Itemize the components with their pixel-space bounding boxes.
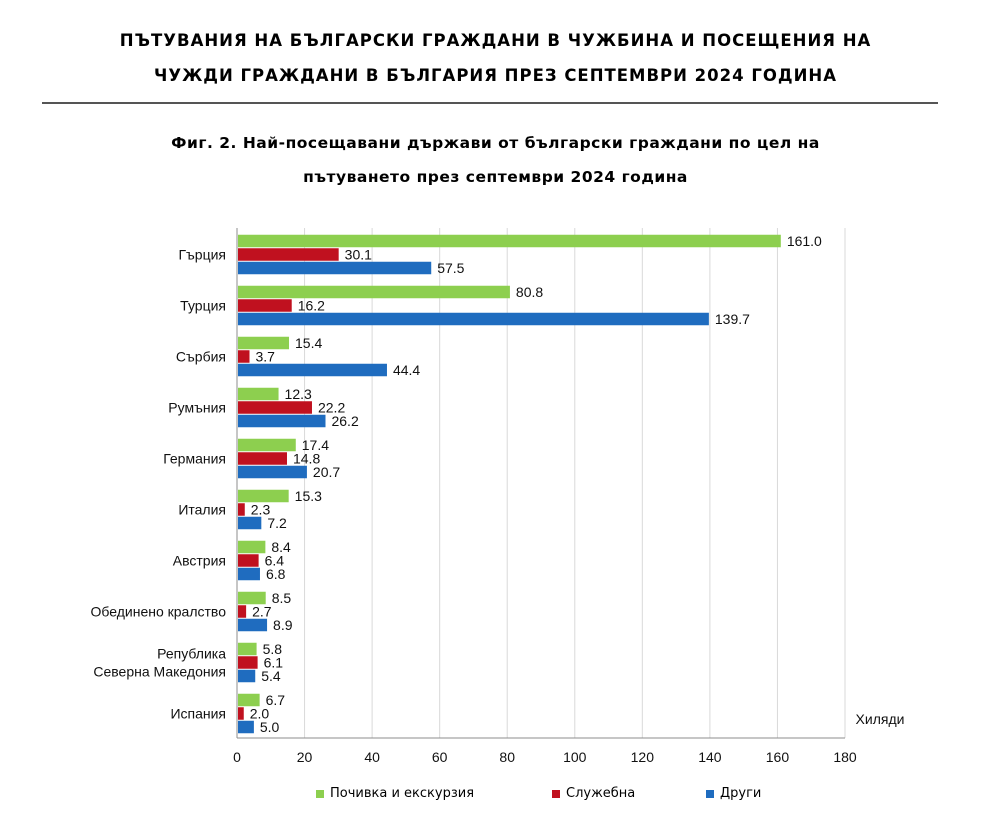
category-label: Република [157, 646, 226, 662]
bar-other [238, 363, 387, 377]
data-label: 2.3 [251, 502, 271, 518]
bar-leisure [238, 489, 289, 503]
legend-item-other: Други [706, 786, 761, 801]
category-label: Испания [170, 706, 226, 722]
bar-leisure [238, 438, 296, 452]
data-label: 6.8 [266, 566, 286, 582]
title-divider [42, 102, 938, 104]
data-label: 139.7 [715, 311, 750, 327]
data-label: 26.2 [331, 413, 358, 429]
legend-label-leisure: Почивка и екскурзия [330, 786, 475, 801]
bar-business [238, 452, 287, 465]
bar-business [238, 605, 247, 618]
data-label: 8.4 [271, 539, 291, 555]
legend-swatch-other [706, 789, 714, 798]
legend-swatch-business [552, 789, 560, 798]
data-label: 44.4 [393, 362, 420, 378]
category-label: Гърция [178, 247, 226, 263]
bar-leisure [238, 540, 266, 554]
bar-leisure [238, 336, 290, 350]
data-label: 6.1 [264, 655, 284, 671]
bar-business [238, 707, 244, 720]
legend-item-leisure: Почивка и екскурзия [316, 786, 474, 801]
category-label: Турция [180, 298, 226, 314]
x-tick-label: 120 [631, 749, 655, 765]
x-tick-label: 60 [432, 749, 448, 765]
bar-leisure [238, 234, 781, 248]
data-label: 15.3 [295, 488, 322, 504]
bar-other [238, 669, 256, 683]
x-tick-label: 140 [698, 749, 722, 765]
bar-leisure [238, 387, 279, 401]
bar-business [238, 656, 258, 669]
bar-other [238, 618, 268, 632]
category-label: Обединено кралство [91, 604, 227, 620]
bar-leisure [238, 693, 260, 707]
data-label: 14.8 [293, 451, 320, 467]
bar-other [238, 567, 260, 581]
bar-leisure [238, 642, 257, 656]
category-label: Италия [178, 502, 226, 518]
data-label: 2.0 [250, 706, 270, 722]
bar-other [238, 720, 254, 734]
data-label: 17.4 [302, 437, 329, 453]
bar-other [238, 414, 326, 428]
data-label: 6.4 [265, 553, 285, 569]
bar-business [238, 350, 250, 363]
data-label: 30.1 [345, 247, 372, 263]
category-label: Северна Македония [93, 664, 226, 680]
data-label: 57.5 [437, 260, 464, 276]
legend-item-business: Служебна [552, 786, 635, 801]
bar-business [238, 299, 292, 312]
bar-business [238, 554, 259, 567]
data-label: 2.7 [252, 604, 272, 620]
bar-leisure [238, 285, 510, 299]
figure-title-line-1: Фиг. 2. Най-посещавани държави от българ… [171, 134, 820, 152]
figure-title-line-2: пътуването през септември 2024 година [303, 168, 688, 186]
data-label: 12.3 [285, 386, 312, 402]
x-tick-label: 80 [499, 749, 515, 765]
legend-swatch-leisure [316, 789, 324, 798]
data-label: 80.8 [516, 284, 543, 300]
bar-other [238, 516, 262, 530]
data-label: 15.4 [295, 335, 322, 351]
x-tick-label: 40 [364, 749, 380, 765]
bar-leisure [238, 591, 266, 605]
data-label: 6.7 [266, 692, 286, 708]
data-label: 8.9 [273, 617, 293, 633]
x-tick-label: 20 [297, 749, 313, 765]
data-label: 22.2 [318, 400, 345, 416]
bar-other [238, 261, 432, 275]
data-label: 5.0 [260, 719, 280, 735]
legend-label-other: Други [720, 786, 762, 801]
data-label: 8.5 [272, 590, 292, 606]
legend-label-business: Служебна [566, 786, 636, 801]
x-tick-label: 160 [766, 749, 790, 765]
bar-business [238, 503, 245, 516]
data-label: 5.8 [263, 641, 283, 657]
category-label: Сърбия [176, 349, 226, 365]
x-tick-label: 0 [233, 749, 241, 765]
data-label: 3.7 [255, 349, 275, 365]
page-title-line-1: ПЪТУВАНИЯ НА БЪЛГАРСКИ ГРАЖДАНИ В ЧУЖБИН… [119, 31, 872, 50]
category-label: Германия [163, 451, 226, 467]
x-tick-label: 180 [833, 749, 857, 765]
category-label: Румъния [168, 400, 226, 416]
bar-business [238, 248, 339, 261]
data-label: 161.0 [787, 233, 822, 249]
bar-other [238, 312, 709, 326]
x-axis-unit-label: Хиляди [856, 711, 905, 727]
x-tick-label: 100 [563, 749, 587, 765]
bar-business [238, 401, 312, 414]
page-title-line-2: ЧУЖДИ ГРАЖДАНИ В БЪЛГАРИЯ ПРЕЗ СЕПТЕМВРИ… [154, 66, 837, 85]
bar-other [238, 465, 307, 479]
data-label: 16.2 [298, 298, 325, 314]
category-label: Австрия [173, 553, 226, 569]
data-label: 5.4 [261, 668, 281, 684]
data-label: 20.7 [313, 464, 340, 480]
data-label: 7.2 [267, 515, 287, 531]
